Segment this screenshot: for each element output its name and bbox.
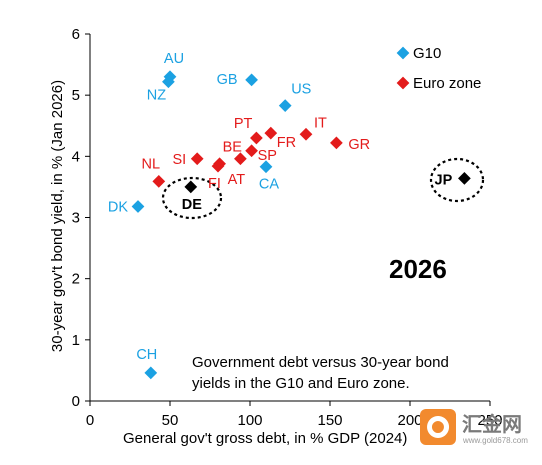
point-fr: [264, 126, 278, 140]
point-label-pt: PT: [234, 116, 253, 132]
point-label-jp: JP: [435, 172, 453, 188]
y-tick-label: 5: [72, 87, 80, 104]
point-label-ch: CH: [136, 347, 157, 363]
point-nl: [152, 175, 166, 188]
legend-label-g10: G10: [413, 45, 441, 62]
x-tick-label: 0: [86, 412, 94, 429]
annotation-line-2: yields in the G10 and Euro zone.: [192, 375, 410, 392]
point-nz: [162, 75, 175, 89]
watermark-text: 汇金网: [462, 412, 522, 436]
point-label-fi: FI: [208, 176, 221, 192]
point-us: [278, 99, 292, 112]
point-ca: [259, 160, 273, 174]
legend-marker-euro-zone: [396, 76, 410, 90]
watermark-logo: 汇金网 www.gold678.com: [420, 409, 528, 445]
de-highlight-circle: [161, 176, 223, 220]
point-si: [190, 152, 204, 166]
point-dk: [131, 200, 145, 213]
point-label-ca: CA: [259, 177, 279, 193]
annotation-line-1: Government debt versus 30-year bond: [192, 354, 449, 371]
point-gb: [245, 73, 258, 87]
point-label-be: BE: [223, 140, 243, 156]
y-axis-title: 30-year gov't bond yield, in % (Jan 2026…: [49, 80, 66, 352]
point-label-gb: GB: [217, 72, 238, 88]
point-label-nl: NL: [142, 156, 161, 172]
point-at: [234, 152, 247, 166]
point-label-au: AU: [164, 51, 184, 67]
x-axis-title: General gov't gross debt, in % GDP (2024…: [123, 430, 407, 447]
y-tick-label: 0: [72, 393, 80, 410]
y-tick-label: 1: [72, 332, 80, 349]
data-points: [131, 70, 471, 380]
x-axis-ticks: 0 50 100 150 200 250: [86, 401, 503, 429]
y-tick-label: 2: [72, 271, 80, 288]
x-tick-label: 100: [237, 412, 262, 429]
point-label-dk: DK: [108, 200, 128, 216]
point-ch: [144, 366, 158, 380]
point-label-sp: SP: [258, 148, 277, 164]
y-tick-label: 3: [72, 210, 80, 227]
point-sp: [245, 144, 258, 158]
y-tick-label: 4: [72, 148, 80, 165]
point-label-nz: NZ: [147, 88, 166, 104]
point-de: [184, 180, 198, 194]
legend: G10 Euro zone: [396, 45, 481, 92]
point-label-at: AT: [228, 172, 246, 188]
x-tick-label: 150: [317, 412, 342, 429]
watermark-url: www.gold678.com: [462, 436, 528, 445]
point-label-it: IT: [314, 115, 327, 131]
legend-label-euro-zone: Euro zone: [413, 75, 481, 92]
legend-marker-g10: [396, 46, 410, 60]
point-pt: [250, 131, 263, 145]
point-jp: [458, 172, 471, 185]
y-axis-ticks: 0 1 2 3 4 5 6: [72, 26, 90, 410]
watermark-icon-glyph: [427, 416, 450, 438]
point-label-de: DE: [182, 197, 202, 213]
jp-highlight-circle: [429, 157, 485, 203]
point-it: [299, 127, 313, 141]
year-annotation: 2026: [389, 254, 447, 284]
point-label-gr: GR: [348, 137, 370, 153]
y-tick-label: 6: [72, 26, 80, 43]
watermark-icon: [420, 409, 456, 445]
axes: 0 1 2 3 4 5 6 0 50 100 150 200 250: [72, 26, 503, 429]
point-fi: [211, 159, 225, 173]
point-label-si: SI: [172, 152, 186, 168]
x-tick-label: 250: [477, 412, 502, 429]
point-gr: [330, 136, 343, 150]
x-tick-label: 50: [162, 412, 179, 429]
point-label-us: US: [291, 82, 311, 98]
point-label-fr: FR: [277, 135, 296, 151]
x-tick-label: 200: [397, 412, 422, 429]
